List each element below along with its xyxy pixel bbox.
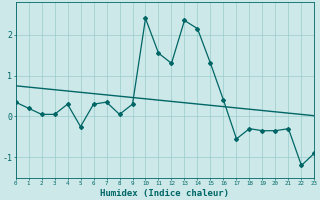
X-axis label: Humidex (Indice chaleur): Humidex (Indice chaleur) [100,189,229,198]
